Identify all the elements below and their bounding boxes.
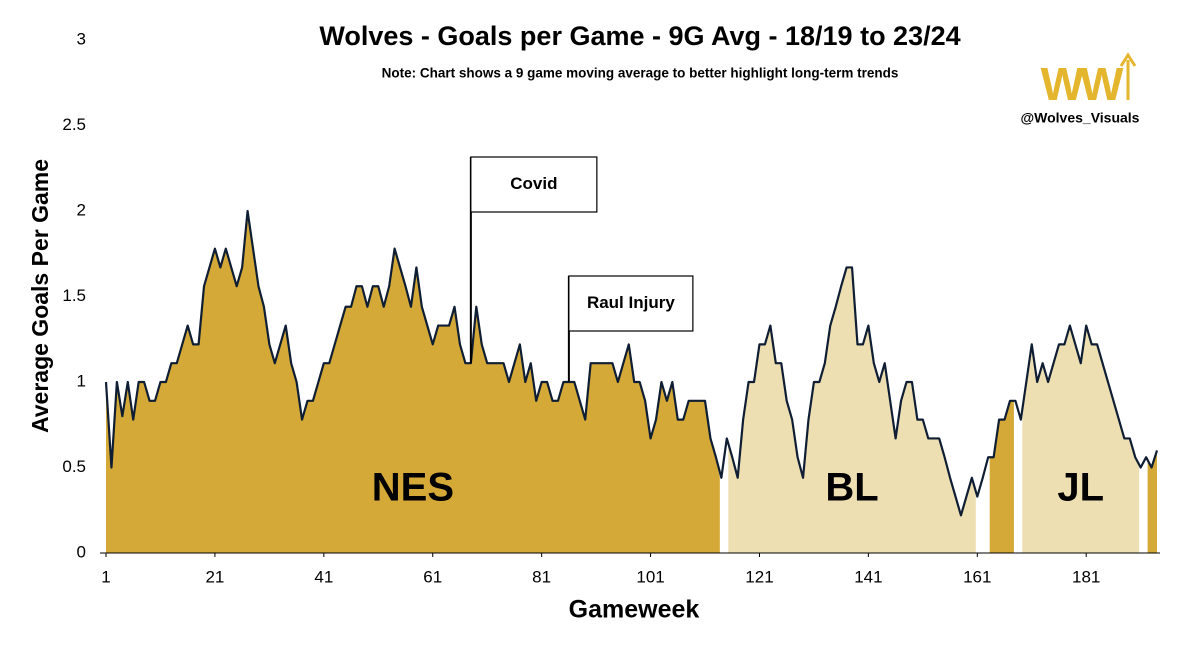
region-label: NES	[372, 465, 454, 509]
average-line	[104, 209, 1159, 517]
annotation-box	[470, 156, 598, 213]
chart-subtitle: Note: Chart shows a 9 game moving averag…	[382, 66, 899, 81]
chart-title: Wolves - Goals per Game - 9G Avg - 18/19…	[319, 21, 960, 51]
region-area	[989, 400, 1014, 553]
x-axis-label: Gameweek	[569, 596, 700, 624]
x-tick-label: 21	[205, 567, 224, 586]
region-area	[728, 267, 976, 553]
x-tick-label: 61	[423, 567, 442, 586]
region-area	[1147, 450, 1157, 553]
x-tick-label: 161	[963, 567, 991, 586]
logo-handle: @Wolves_Visuals	[1021, 110, 1140, 126]
y-tick-label: 1.5	[62, 286, 86, 305]
y-tick-label: 2.5	[62, 115, 86, 134]
y-tick-label: 0	[77, 542, 86, 561]
annotation-text: Raul Injury	[587, 293, 675, 312]
x-tick-label: 121	[745, 567, 773, 586]
x-tick-label: 101	[636, 567, 664, 586]
x-tick-label: 41	[314, 567, 333, 586]
x-tick-label: 1	[101, 567, 110, 586]
y-tick-label: 2	[77, 200, 86, 219]
y-tick-label: 1	[77, 371, 86, 390]
annotation-text: Covid	[510, 174, 557, 193]
region-label: BL	[825, 465, 878, 509]
x-tick-label: 141	[854, 567, 882, 586]
x-tick-label: 181	[1072, 567, 1100, 586]
region-label: JL	[1057, 465, 1104, 509]
region-area	[106, 211, 720, 553]
logo: WW @Wolves_Visuals	[1021, 52, 1140, 126]
x-tick-label: 81	[532, 567, 551, 586]
annotation-box	[568, 275, 694, 332]
y-tick-label: 0.5	[62, 457, 86, 476]
logo-arrow	[1119, 52, 1137, 100]
y-tick-label: 3	[77, 29, 86, 48]
logo-mark: WW	[1041, 58, 1124, 110]
y-axis-label: Average Goals Per Game	[27, 159, 53, 433]
region-area	[1022, 325, 1140, 553]
